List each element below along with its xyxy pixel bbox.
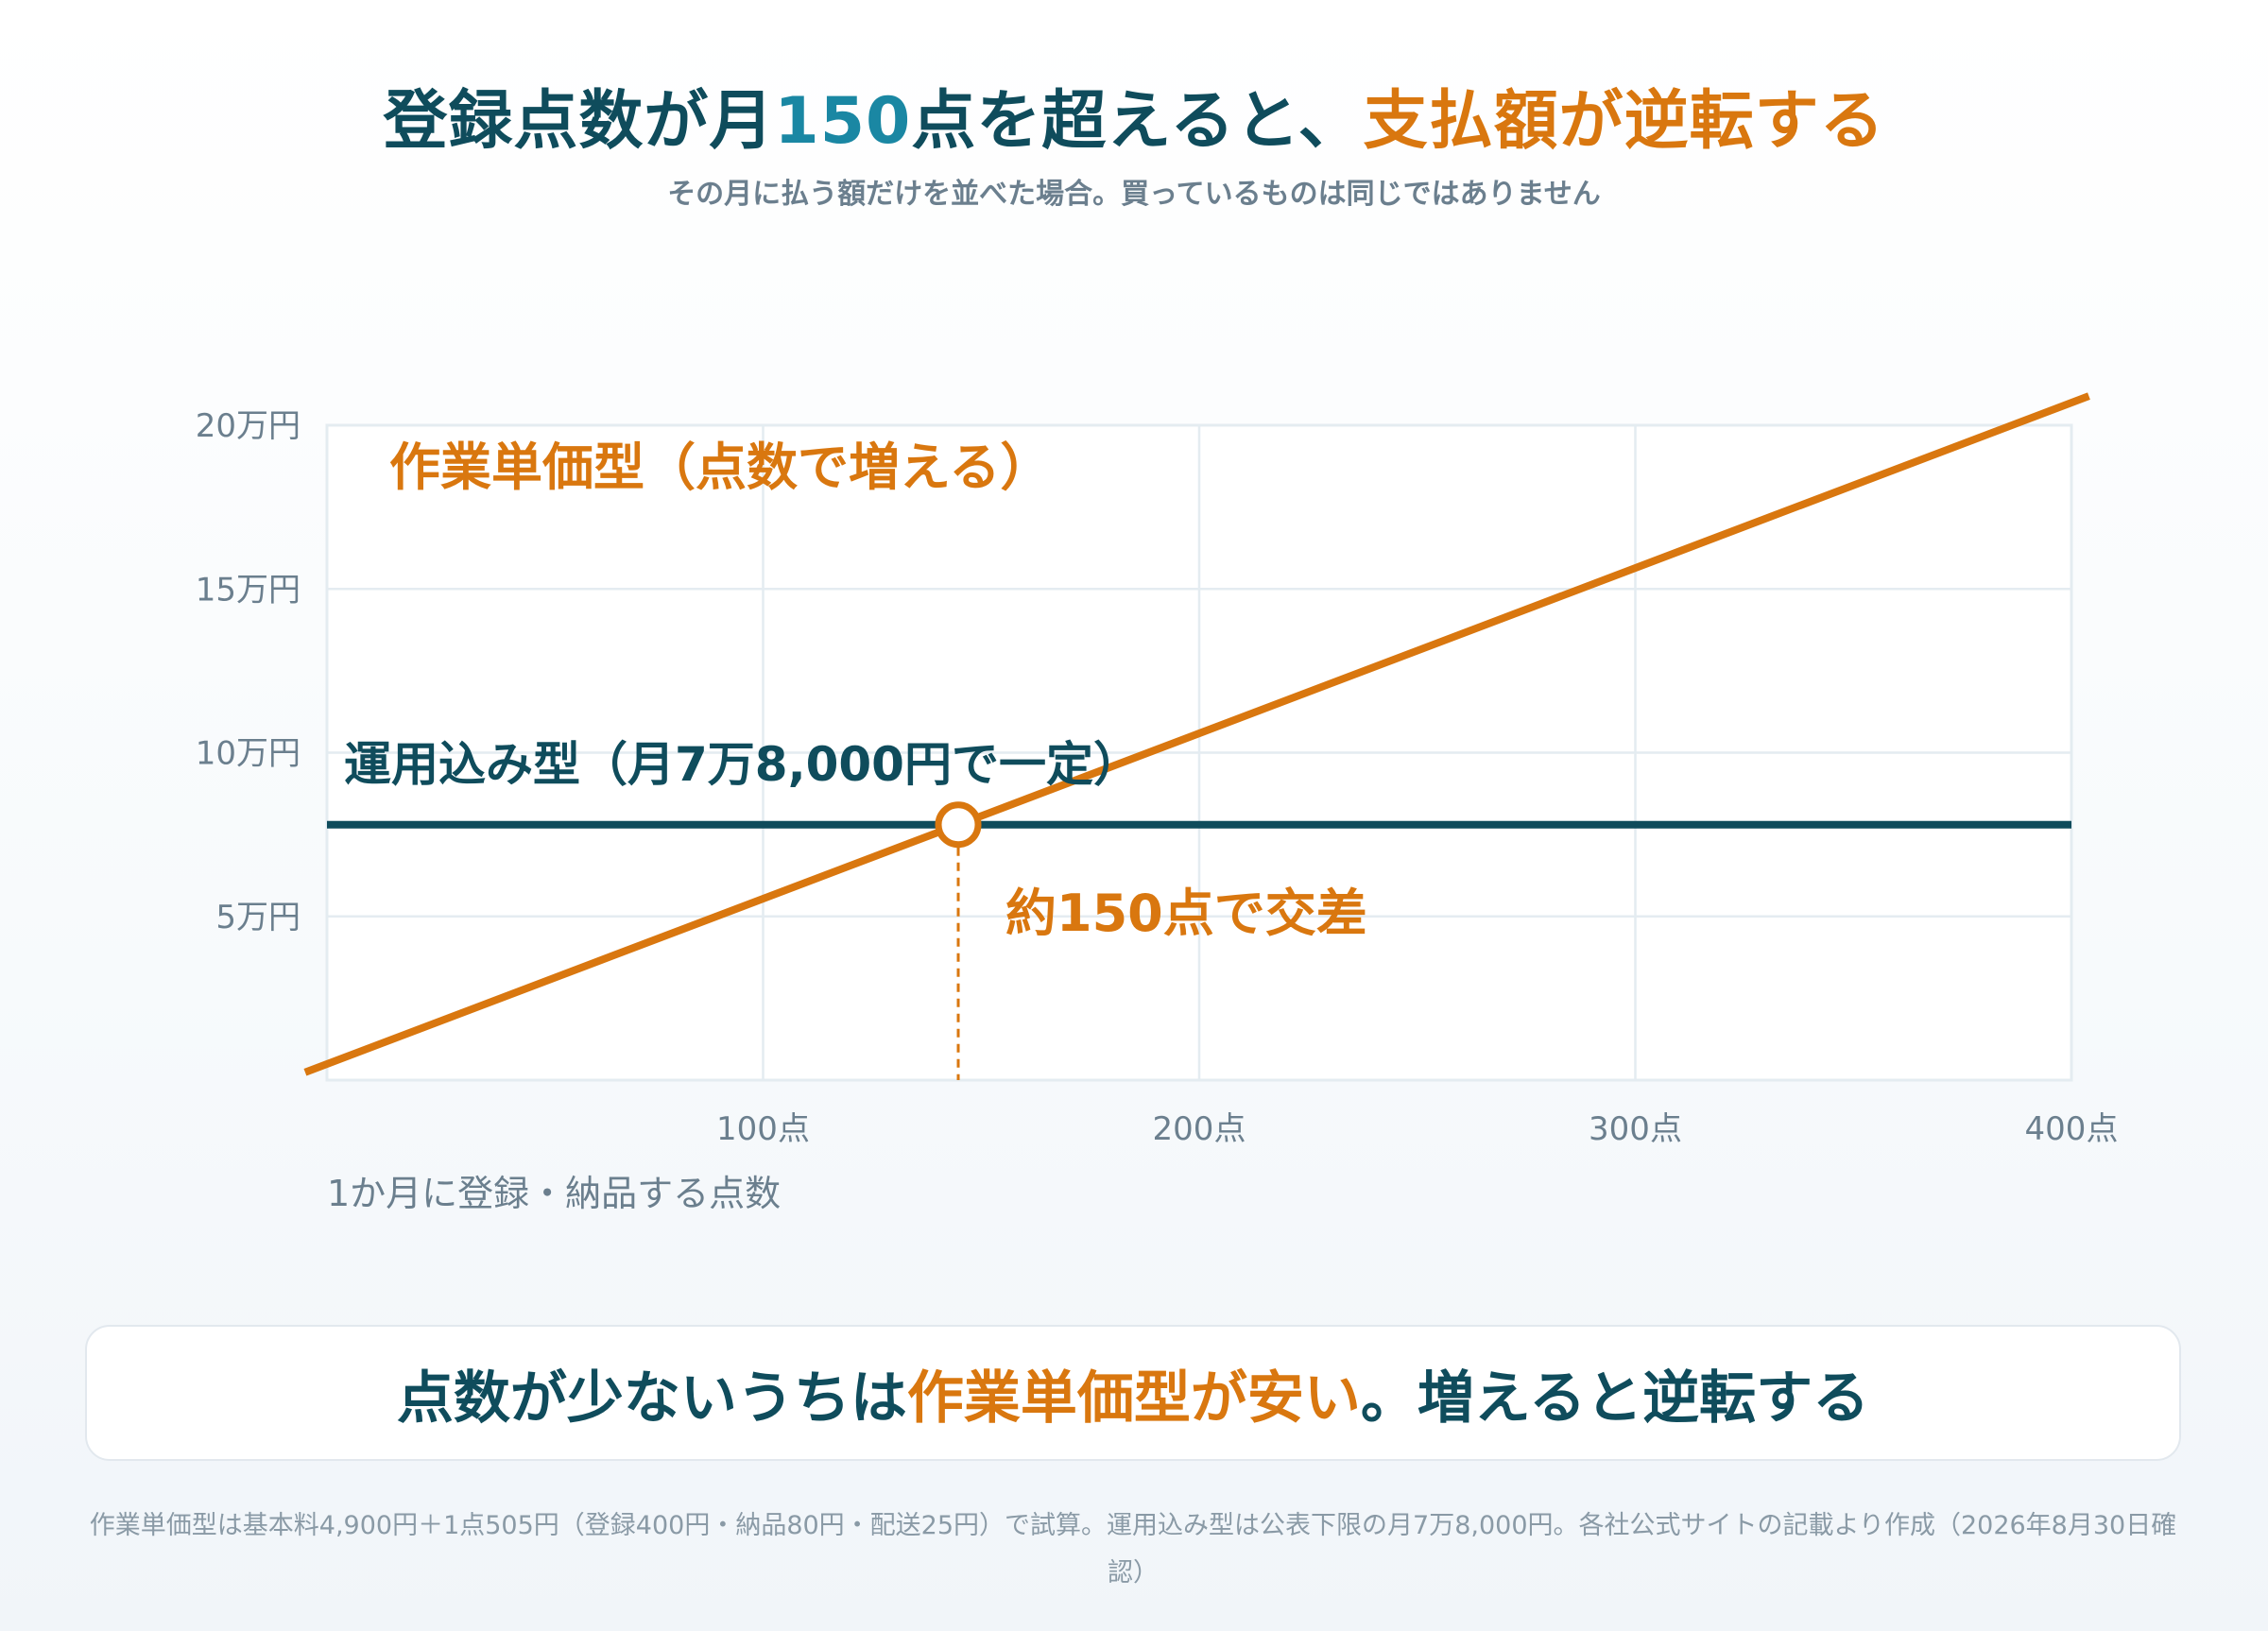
summary-pre: 点数が少ないうちは [396,1365,907,1432]
line-chart: 5万円 10万円 15万円 20万円 100点 200点 300点 400点 1か月に登録・納品… [196,392,2119,1214]
title-mid: 点を超えると、 [911,84,1364,159]
x-tick-label: 200点 [1153,1110,1246,1148]
summary-accent: 作業単価型が安い [906,1365,1361,1432]
plot-frame [325,423,2073,1082]
footnote: 作業単価型は基本料4,900円＋1点505円（登録400円・納品80円・配送25… [89,1511,2177,1588]
summary-box: 点数が少ないうちは 作業単価型が安い 。増えると逆転する [85,1325,2181,1461]
y-tick-label: 20万円 [196,407,301,445]
page-subtitle: その月に払う額だけを並べた場合。買っているものは同じではありません [667,178,1601,211]
intersection-marker [935,801,982,849]
series-line-unit-price-plan [303,392,2090,1076]
title-number: 150 [774,84,912,159]
y-tick-label: 5万円 [215,899,301,936]
y-tick-label: 15万円 [196,571,301,609]
title-pre: 登録点数が月 [383,84,775,159]
page-title: 登録点数が月150点を超えると、支払額が逆転する [0,68,2268,162]
title-accent: 支払額が逆転する [1363,84,1885,159]
series-label-fixed-plan: 運用込み型（月7万8,000円で一定） [344,737,1141,792]
x-axis-label: 1か月に登録・納品する点数 [327,1173,781,1214]
series-label-unit-price-plan: 作業単価型（点数で増える） [389,438,1051,497]
summary-post: 。増えると逆転する [1360,1365,1870,1432]
x-tick-label: 100点 [716,1110,810,1148]
x-tick-label: 400点 [2025,1110,2119,1148]
y-tick-label: 10万円 [196,735,301,773]
x-tick-label: 300点 [1589,1110,1682,1148]
intersection-label: 約150点で交差 [1005,884,1367,943]
